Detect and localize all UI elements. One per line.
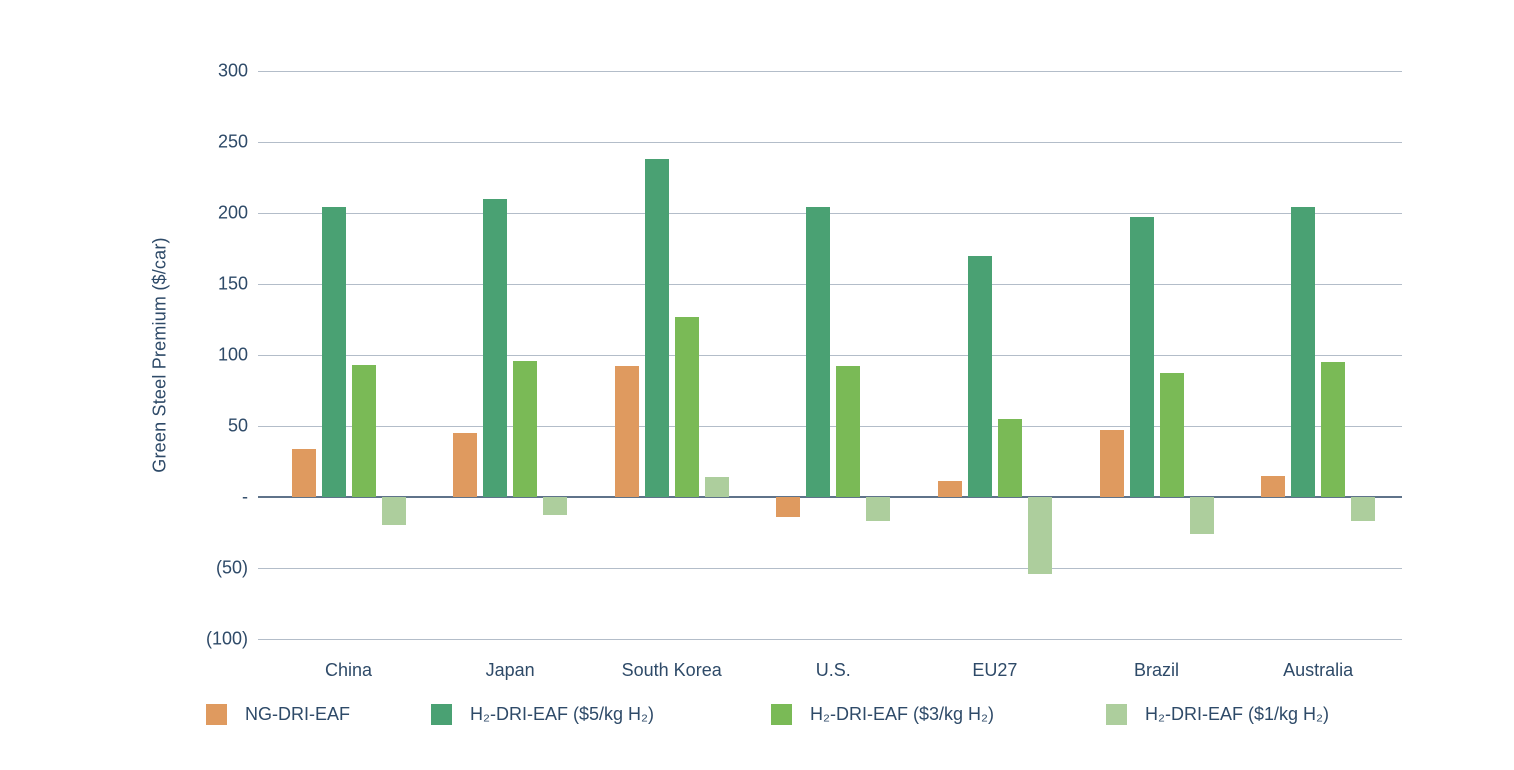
zero-axis-line xyxy=(258,496,1402,498)
y-tick-label-50: (50) xyxy=(215,557,248,578)
gridline-200 xyxy=(258,213,1402,214)
x-tick-label-japan: Japan xyxy=(485,660,535,680)
bar-u-s-h-dri-eaf-3-kg-h xyxy=(836,366,860,497)
y-tick-label-50: 50 xyxy=(227,415,248,436)
x-tick-label-eu27: EU27 xyxy=(972,660,1018,680)
bar-china-h-dri-eaf-3-kg-h xyxy=(352,364,376,497)
x-tick-label-south-korea: South Korea xyxy=(621,660,722,680)
bar-south-korea-h-dri-eaf-5-kg-h xyxy=(645,159,669,497)
gridline--100 xyxy=(258,639,1402,640)
y-tick-label-200: 200 xyxy=(217,202,248,223)
x-tick-label-u-s: U.S. xyxy=(815,660,851,680)
legend-item-ng-dri-eaf: NG-DRI-EAF xyxy=(206,701,350,727)
y-tick-label-150: 150 xyxy=(217,273,248,294)
bar-brazil-ng-dri-eaf xyxy=(1100,430,1124,497)
y-tick-label-300: 300 xyxy=(217,60,248,81)
bar-brazil-h-dri-eaf-1-kg-h xyxy=(1190,497,1214,534)
gridline-100 xyxy=(258,355,1402,356)
bar-eu27-ng-dri-eaf xyxy=(938,481,962,497)
gridline-250 xyxy=(258,142,1402,143)
bar-south-korea-h-dri-eaf-1-kg-h xyxy=(705,477,729,497)
gridline-300 xyxy=(258,71,1402,72)
x-tick-label-brazil: Brazil xyxy=(1133,660,1179,680)
bar-australia-ng-dri-eaf xyxy=(1261,475,1285,497)
bar-brazil-h-dri-eaf-5-kg-h xyxy=(1130,217,1154,497)
bar-eu27-h-dri-eaf-1-kg-h xyxy=(1028,497,1052,574)
x-tick-label-china: China xyxy=(324,660,373,680)
y-tick-label-: - xyxy=(242,486,248,507)
bar-u-s-h-dri-eaf-1-kg-h xyxy=(866,497,890,522)
legend-label: H₂-DRI-EAF ($1/kg H₂) xyxy=(1145,703,1329,724)
x-tick-label-australia: Australia xyxy=(1283,660,1354,680)
legend-item-h-dri-eaf-3-kg-h: H₂-DRI-EAF ($3/kg H₂) xyxy=(771,701,994,727)
legend-swatch-icon xyxy=(431,703,452,725)
bar-japan-ng-dri-eaf xyxy=(453,433,477,497)
y-tick-label-250: 250 xyxy=(217,131,248,152)
bar-u-s-ng-dri-eaf xyxy=(776,497,800,517)
legend-item-h-dri-eaf-1-kg-h: H₂-DRI-EAF ($1/kg H₂) xyxy=(1106,701,1329,727)
bar-eu27-h-dri-eaf-3-kg-h xyxy=(998,418,1022,497)
gridline-150 xyxy=(258,284,1402,285)
legend-item-h-dri-eaf-5-kg-h: H₂-DRI-EAF ($5/kg H₂) xyxy=(431,701,654,727)
legend-label: NG-DRI-EAF xyxy=(245,703,350,724)
bar-japan-h-dri-eaf-3-kg-h xyxy=(513,360,537,497)
bar-china-h-dri-eaf-1-kg-h xyxy=(382,497,406,526)
legend-swatch-icon xyxy=(1106,703,1127,725)
legend-swatch-icon xyxy=(771,703,792,725)
bar-brazil-h-dri-eaf-3-kg-h xyxy=(1160,373,1184,497)
legend-label: H₂-DRI-EAF ($3/kg H₂) xyxy=(810,703,994,724)
y-tick-label-100: (100) xyxy=(205,628,248,649)
bar-eu27-h-dri-eaf-5-kg-h xyxy=(968,255,992,497)
gridline--50 xyxy=(258,568,1402,569)
bar-australia-h-dri-eaf-5-kg-h xyxy=(1291,207,1315,497)
bar-japan-h-dri-eaf-1-kg-h xyxy=(543,497,567,516)
bar-u-s-h-dri-eaf-5-kg-h xyxy=(806,207,830,497)
bar-china-h-dri-eaf-5-kg-h xyxy=(322,207,346,497)
y-tick-label-100: 100 xyxy=(217,344,248,365)
bar-south-korea-h-dri-eaf-3-kg-h xyxy=(675,316,699,497)
bar-south-korea-ng-dri-eaf xyxy=(615,366,639,497)
bar-japan-h-dri-eaf-5-kg-h xyxy=(483,198,507,497)
legend-label: H₂-DRI-EAF ($5/kg H₂) xyxy=(470,703,654,724)
bar-china-ng-dri-eaf xyxy=(292,448,316,497)
bar-australia-h-dri-eaf-1-kg-h xyxy=(1351,497,1375,522)
legend-swatch-icon xyxy=(206,703,227,725)
bar-australia-h-dri-eaf-3-kg-h xyxy=(1321,362,1345,497)
gridline-50 xyxy=(258,426,1402,427)
